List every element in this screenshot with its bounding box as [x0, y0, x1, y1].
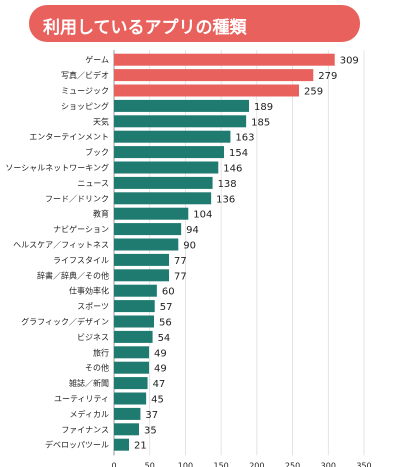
- bar: [114, 161, 219, 174]
- category-label: 雑誌／新聞: [69, 378, 109, 388]
- value-label: 77: [174, 256, 187, 267]
- category-label: メディカル: [70, 409, 109, 419]
- bar: [114, 330, 153, 343]
- category-label: ナビゲーション: [53, 224, 109, 234]
- x-tick-label: 100: [178, 461, 193, 467]
- value-label: 57: [160, 302, 173, 313]
- x-tick-label: 50: [145, 461, 155, 467]
- value-label: 54: [158, 333, 171, 344]
- title-banner: 利用しているアプリの種類: [29, 5, 360, 42]
- bar: [114, 269, 169, 282]
- bar: [114, 346, 149, 359]
- value-label: 185: [251, 117, 270, 128]
- category-label: ファイナンス: [61, 425, 109, 434]
- value-label: 94: [186, 225, 199, 236]
- chart-title: 利用しているアプリの種類: [43, 18, 247, 38]
- category-label: ライフスタイル: [53, 256, 109, 265]
- bar: [114, 423, 139, 436]
- value-label: 47: [153, 379, 166, 390]
- category-label: フード／ドリンク: [45, 194, 109, 203]
- x-tick-label: 300: [321, 461, 336, 467]
- x-tick-label: 150: [214, 461, 229, 467]
- category-label: ブック: [85, 147, 109, 157]
- value-label: 259: [304, 87, 323, 98]
- category-label: ゲーム: [85, 55, 109, 65]
- category-label: 写真／ビデオ: [61, 70, 109, 80]
- bar: [114, 223, 182, 236]
- category-label: 旅行: [93, 347, 109, 357]
- value-label: 279: [318, 71, 337, 82]
- bar: [114, 407, 141, 420]
- value-label: 189: [254, 102, 273, 113]
- category-label: ヘルスケア／フィットネス: [13, 241, 109, 250]
- x-tick-label: 250: [285, 461, 300, 467]
- category-label: ユーティリティ: [54, 395, 109, 404]
- category-label: デベロッパツール: [45, 440, 109, 450]
- category-label: スポーツ: [77, 302, 109, 311]
- category-label: グラフィック／デザイン: [21, 317, 109, 327]
- x-tick-label: 200: [249, 461, 264, 467]
- value-label: 90: [183, 241, 196, 252]
- bar: [114, 192, 212, 205]
- value-label: 138: [218, 179, 237, 190]
- bar: [114, 392, 147, 405]
- bar: [114, 438, 129, 451]
- bar: [114, 176, 213, 189]
- bar: [114, 253, 169, 266]
- category-label: 天気: [93, 116, 109, 126]
- category-label: 教育: [93, 209, 109, 219]
- bar: [114, 69, 314, 82]
- bar: [114, 99, 249, 112]
- bar: [114, 300, 155, 313]
- x-tick-label: 350: [356, 461, 371, 467]
- value-label: 49: [154, 364, 167, 375]
- bar: [114, 284, 157, 297]
- category-label: 辞書／辞典／その他: [37, 270, 109, 280]
- value-label: 45: [151, 395, 164, 406]
- value-label: 163: [235, 133, 254, 144]
- value-label: 104: [193, 210, 212, 221]
- value-label: 77: [174, 271, 187, 282]
- bar: [114, 115, 247, 128]
- category-label: ミュージック: [61, 87, 109, 96]
- value-label: 35: [144, 425, 157, 436]
- x-tick-label: 0: [111, 461, 116, 467]
- value-label: 37: [145, 410, 158, 421]
- value-label: 60: [162, 287, 175, 298]
- bar: [114, 315, 154, 328]
- category-label: ショッピング: [61, 101, 109, 111]
- value-label: 21: [134, 441, 147, 452]
- category-label: 仕事効率化: [69, 286, 109, 296]
- category-label: その他: [85, 363, 109, 373]
- bar: [114, 238, 179, 251]
- bar: [114, 207, 189, 220]
- bar: [114, 377, 148, 390]
- value-label: 154: [229, 148, 248, 159]
- category-label: ソーシャルネットワーキング: [5, 163, 109, 173]
- category-label: エンターテインメント: [29, 133, 109, 142]
- value-label: 136: [216, 194, 235, 205]
- bar: [114, 130, 231, 143]
- value-label: 56: [159, 318, 172, 329]
- bar: [114, 53, 335, 66]
- category-label: ビジネス: [77, 333, 109, 342]
- bar: [114, 84, 299, 97]
- category-label: ニュース: [77, 179, 109, 188]
- value-label: 49: [154, 348, 167, 359]
- bar: [114, 361, 149, 374]
- bar: [114, 146, 224, 159]
- value-label: 146: [223, 164, 242, 175]
- value-label: 309: [340, 56, 359, 67]
